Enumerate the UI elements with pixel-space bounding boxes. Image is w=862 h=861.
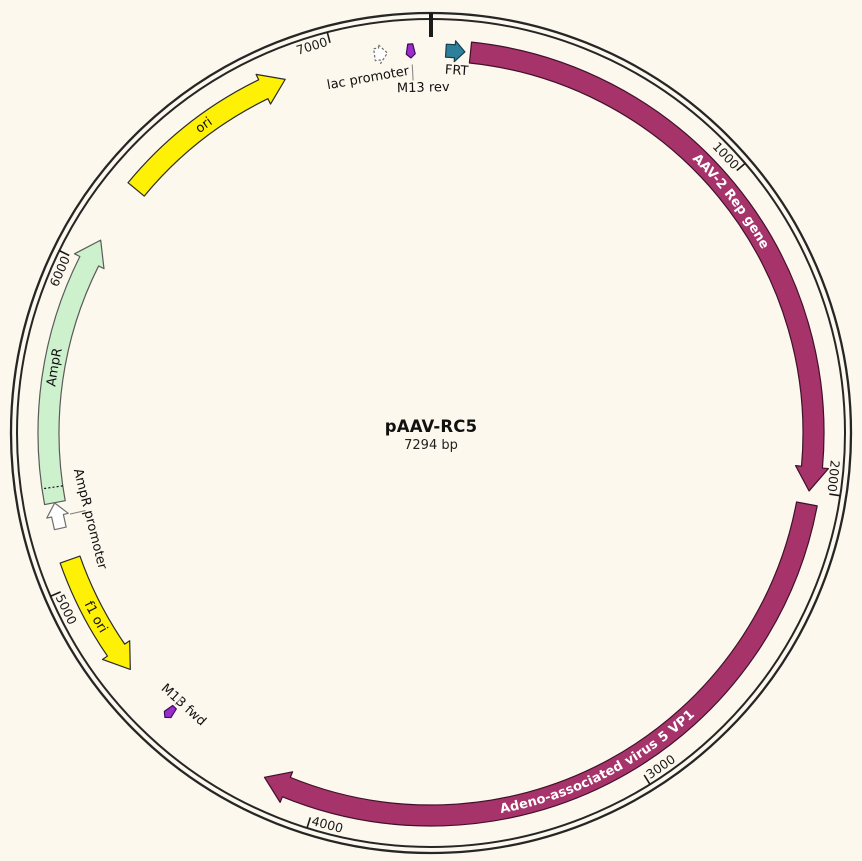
feature-label-ampr-promoter[interactable]: AmpR promoter bbox=[70, 467, 110, 571]
tick-mark-7000 bbox=[326, 32, 331, 44]
leader-line-m13-fwd bbox=[174, 696, 184, 705]
feature-glyph-frt[interactable] bbox=[444, 40, 466, 63]
tick-label-7000: 7000 bbox=[294, 34, 329, 58]
leader-line-m13-rev bbox=[411, 64, 414, 81]
feature-arc-ori[interactable] bbox=[127, 73, 286, 197]
feature-arc-f1-ori[interactable] bbox=[59, 555, 131, 671]
backbone-outer-circle bbox=[9, 11, 853, 855]
feature-arc-aav5-vp1[interactable] bbox=[263, 501, 818, 827]
tick-label-2000: 2000 bbox=[825, 459, 843, 492]
tick-mark-6000 bbox=[58, 249, 70, 257]
feature-glyph-m13-fwd[interactable] bbox=[162, 704, 178, 720]
feature-glyph-m13-rev[interactable] bbox=[405, 43, 416, 59]
leader-line-ampr-promoter bbox=[69, 510, 86, 515]
tick-mark-4000 bbox=[306, 817, 312, 829]
feature-arc-aav2-rep-gene[interactable] bbox=[468, 41, 830, 492]
feature-label-ampr[interactable]: AmpR bbox=[44, 347, 65, 388]
tick-label-4000: 4000 bbox=[310, 813, 345, 836]
feature-arc-ampr[interactable] bbox=[37, 239, 105, 506]
tick-mark-5000 bbox=[50, 591, 61, 597]
tick-mark-2000 bbox=[829, 493, 841, 497]
feature-label-m13-fwd[interactable]: M13 fwd bbox=[158, 681, 209, 729]
feature-glyph-ampr-promoter[interactable] bbox=[44, 501, 71, 531]
tick-mark-1000 bbox=[736, 162, 746, 172]
feature-label-m13-rev[interactable]: M13 rev bbox=[397, 80, 450, 96]
feature-glyph-lac-promoter[interactable] bbox=[373, 43, 388, 65]
tick-mark-3000 bbox=[643, 774, 651, 785]
feature-boundary-ampr bbox=[41, 485, 63, 490]
feature-label-frt[interactable]: FRT bbox=[444, 63, 469, 80]
